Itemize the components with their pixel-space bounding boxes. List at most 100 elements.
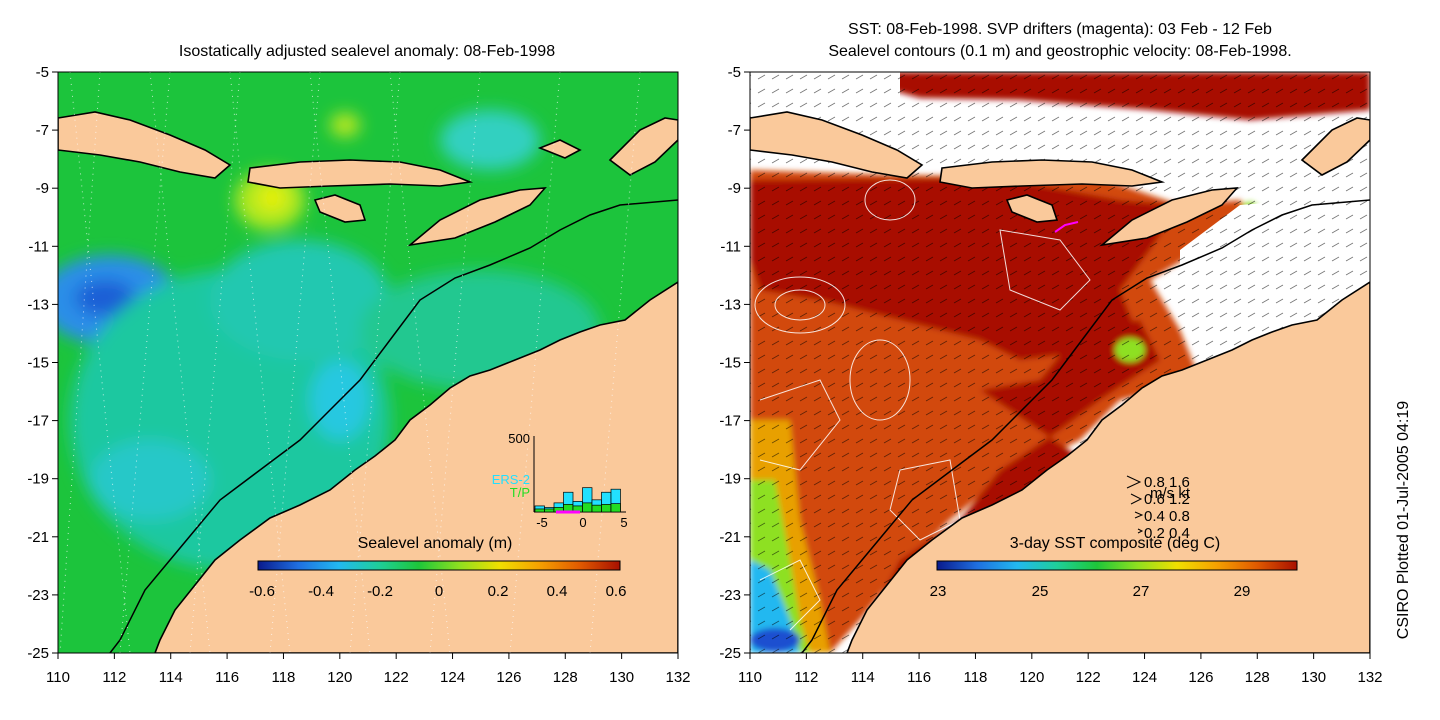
- inset-series-tp: T/P: [510, 485, 530, 500]
- right-xtick-label: 126: [1188, 669, 1213, 686]
- left-colorbar-ticks: -0.6 -0.4 -0.2 0 0.2 0.4 0.6: [249, 583, 626, 600]
- right-title-line1: SST: 08-Feb-1998. SVP drifters (magenta)…: [848, 21, 1272, 38]
- right-xtick-label: 128: [1245, 669, 1270, 686]
- inset-histogram: 500 ERS-2 T/P -5 0 5: [492, 431, 628, 530]
- velocity-arrow-08: [1126, 475, 1142, 489]
- left-ytick-label: -7: [36, 122, 49, 139]
- left-colorbar-tick-label: 0.6: [606, 583, 627, 600]
- left-australia: [154, 281, 678, 653]
- right-ytick-label: -25: [719, 645, 741, 662]
- velocity-arrow-04: [1134, 511, 1144, 519]
- right-xtick-label: 112: [794, 669, 818, 686]
- left-ytick-label: -11: [28, 238, 49, 255]
- left-colorbar-tick-label: -0.6: [249, 583, 275, 600]
- right-sealevel-contours: [754, 179, 1091, 631]
- left-xtick-label: 116: [215, 669, 239, 686]
- right-ytick-label: -23: [719, 587, 741, 604]
- right-colorbar-tick-label: 25: [1032, 583, 1049, 600]
- inset-bar-tp: [591, 504, 602, 513]
- inset-bar-tp: [534, 508, 545, 513]
- right-ytick-label: -9: [728, 180, 741, 197]
- right-colorbar-ticks: 23 25 27 29: [930, 583, 1251, 600]
- right-ytick-label: -15: [719, 355, 741, 372]
- left-xtick-label: 114: [159, 669, 183, 686]
- velocity-row-08: 0.8 1.6: [1144, 474, 1190, 491]
- right-ytick-label: -13: [719, 296, 741, 313]
- left-map: [58, 72, 678, 653]
- left-ytick-label: -17: [27, 413, 49, 430]
- right-ytick-label: -17: [719, 413, 741, 430]
- right-colorbar-bar: [936, 560, 1298, 571]
- right-islands: [750, 111, 1370, 247]
- right-shelf-contour: [801, 199, 1370, 653]
- inset-series-ers2: ERS-2: [492, 472, 530, 487]
- left-colorbar-tick-label: -0.2: [367, 583, 393, 600]
- left-colorbar-tick-label: 0: [435, 583, 443, 600]
- left-ytick-label: -21: [27, 529, 49, 546]
- left-ytick-label: -15: [27, 355, 49, 372]
- right-xtick-label: 124: [1132, 669, 1157, 686]
- left-xtick-label: 118: [271, 669, 295, 686]
- inset-xtick-neg5: -5: [536, 515, 548, 530]
- inset-bar-tp: [601, 504, 612, 513]
- velocity-arrow-02: [1137, 528, 1144, 534]
- right-ytick-label: -11: [720, 238, 741, 255]
- right-australia: [846, 281, 1370, 653]
- right-ytick-label: -19: [719, 471, 741, 488]
- velocity-legend: m/s kt 0.8 1.6 0.6 1.2 0.4 0.8 0.2 0.4: [1126, 474, 1191, 542]
- left-xtick-label: 130: [609, 669, 634, 686]
- right-colorbar-tick-label: 29: [1234, 583, 1251, 600]
- right-xtick-label: 118: [963, 669, 987, 686]
- inset-xtick-0: 0: [579, 515, 586, 530]
- left-xtick-label: 122: [384, 669, 409, 686]
- left-xtick-label: 126: [496, 669, 521, 686]
- left-title: Isostatically adjusted sealevel anomaly:…: [179, 43, 555, 60]
- left-shelf-contour: [109, 199, 678, 653]
- left-xtick-label: 132: [665, 669, 690, 686]
- left-ytick-label: -19: [27, 471, 49, 488]
- velocity-row-02: 0.2 0.4: [1144, 525, 1190, 542]
- left-colorbar: Sealevel anomaly (m) -0.6 -0.4 -0.2 0 0.2 0.4…: [249, 535, 626, 600]
- velocity-row-04: 0.4 0.8: [1144, 508, 1190, 525]
- svp-drifter-track: [1054, 221, 1079, 233]
- right-colorbar-tick-label: 23: [930, 583, 947, 600]
- left-colorbar-tick-label: 0.2: [488, 583, 509, 600]
- right-colorbar: 3-day SST composite (deg C) 23 25 27 29: [930, 535, 1298, 600]
- right-ytick-label: -21: [719, 529, 741, 546]
- left-xtick-label: 120: [327, 669, 352, 686]
- left-colorbar-tick-label: -0.4: [308, 583, 334, 600]
- left-colorbar-tick-label: 0.4: [547, 583, 568, 600]
- right-colorbar-tick-label: 27: [1133, 583, 1150, 600]
- velocity-arrow-06: [1130, 493, 1143, 505]
- right-ytick-label: -7: [728, 122, 741, 139]
- right-xtick-label: 116: [907, 669, 931, 686]
- axes-ticks: 110 112 114 116 118 120 122 124 126 128 130 132 -5 -7…: [27, 64, 1382, 686]
- left-islands: [58, 111, 678, 247]
- inset-bar-tp: [610, 503, 621, 513]
- right-xtick-label: 132: [1357, 669, 1382, 686]
- left-xtick-label: 110: [46, 669, 70, 686]
- inset-bar-tp: [582, 502, 593, 513]
- left-colorbar-label: Sealevel anomaly (m): [358, 535, 513, 552]
- left-ytick-label: -13: [27, 296, 49, 313]
- right-xtick-label: 114: [851, 669, 875, 686]
- inset-bar-tp: [544, 508, 555, 513]
- right-map: [750, 72, 1370, 653]
- right-xtick-label: 110: [738, 669, 762, 686]
- left-ytick-label: -9: [36, 180, 49, 197]
- left-ytick-label: -23: [27, 587, 49, 604]
- left-xtick-label: 128: [553, 669, 578, 686]
- left-colorbar-bar: [257, 560, 621, 571]
- left-xtick-label: 112: [102, 669, 126, 686]
- velocity-row-06: 0.6 1.2: [1144, 491, 1190, 508]
- inset-ymax: 500: [508, 431, 530, 446]
- left-ground-tracks: [59, 72, 641, 653]
- right-xtick-label: 120: [1019, 669, 1044, 686]
- right-xtick-label: 130: [1301, 669, 1326, 686]
- left-xtick-label: 124: [440, 669, 465, 686]
- right-colorbar-label: 3-day SST composite (deg C): [1010, 535, 1220, 552]
- right-ytick-label: -5: [728, 64, 741, 81]
- csiro-credit: CSIRO Plotted 01-Jul-2005 04:19: [1395, 401, 1412, 639]
- velocity-legend-header: m/s kt: [1150, 485, 1191, 502]
